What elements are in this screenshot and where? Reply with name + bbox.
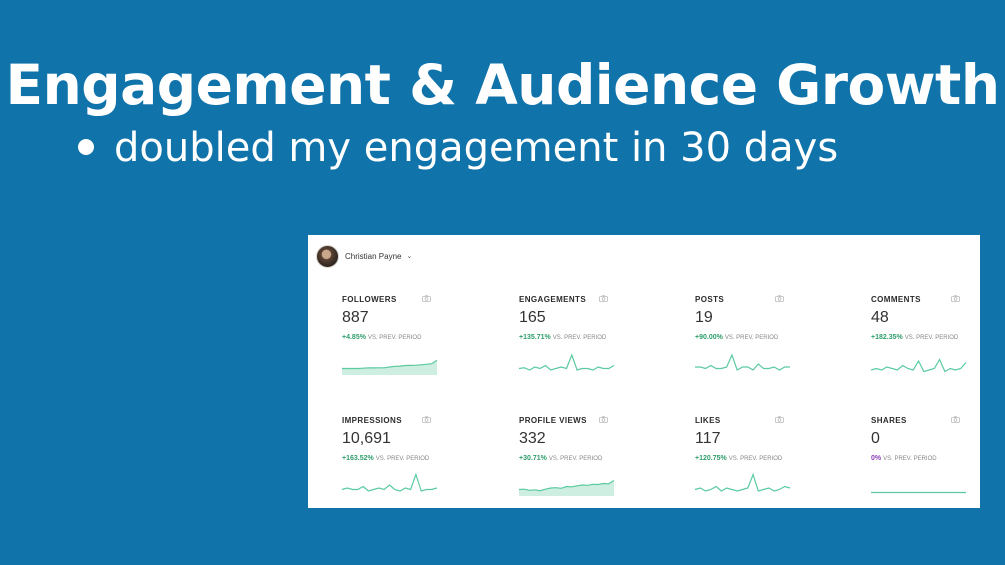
camera-icon[interactable]	[775, 416, 784, 423]
metric-label: PROFILE VIEWS	[519, 416, 587, 425]
metric-change: +90.00% VS. PREV. PERIOD	[695, 334, 778, 341]
followers-sparkline	[342, 359, 438, 375]
metric-label: SHARES	[871, 416, 907, 425]
camera-icon[interactable]	[951, 416, 960, 423]
shares-sparkline	[871, 491, 966, 494]
bullet-text: doubled my engagement in 30 days	[114, 125, 839, 171]
camera-icon[interactable]	[422, 416, 431, 423]
camera-icon[interactable]	[422, 295, 431, 302]
analytics-dashboard-screenshot: Christian Payne ⌄ FOLLOWERS 887 +4.85% VS…	[308, 235, 980, 508]
change-percent: +90.00%	[695, 334, 723, 341]
slide-bullet: doubled my engagement in 30 days	[78, 120, 838, 176]
impressions-sparkline	[341, 472, 438, 492]
camera-icon[interactable]	[951, 295, 960, 302]
metric-change: +135.71% VS. PREV. PERIOD	[519, 334, 606, 341]
metric-value: 117	[695, 430, 721, 447]
change-percent: +135.71%	[519, 334, 551, 341]
avatar	[316, 244, 339, 268]
metric-change: +163.52% VS. PREV. PERIOD	[342, 455, 429, 462]
metric-change: +4.85% VS. PREV. PERIOD	[342, 334, 421, 341]
change-percent: +163.52%	[342, 455, 374, 462]
sparkline-line	[518, 479, 615, 492]
metric-label: POSTS	[695, 295, 725, 304]
posts-sparkline	[695, 353, 790, 371]
metric-value: 165	[519, 309, 546, 326]
likes-sparkline	[694, 472, 791, 492]
profile-selector[interactable]: Christian Payne ⌄	[316, 244, 413, 268]
camera-icon[interactable]	[775, 295, 784, 302]
metric-label: FOLLOWERS	[342, 295, 397, 304]
comparison-label: VS. PREV. PERIOD	[548, 456, 603, 462]
metric-change: +120.75% VS. PREV. PERIOD	[695, 455, 782, 462]
profile-views-sparkline	[518, 479, 615, 496]
comparison-label: VS. PREV. PERIOD	[724, 335, 779, 341]
change-percent: 0%	[871, 455, 882, 462]
camera-icon[interactable]	[599, 295, 608, 302]
metric-value: 887	[342, 309, 369, 326]
comparison-label: VS. PREV. PERIOD	[904, 335, 959, 341]
comparison-label: VS. PREV. PERIOD	[375, 456, 430, 462]
metric-value: 19	[695, 309, 713, 326]
sparkline-line	[694, 472, 791, 492]
change-percent: +120.75%	[695, 455, 727, 462]
slide-title: Engagement & Audience Growth	[5, 53, 1000, 117]
metric-label: LIKES	[695, 416, 721, 425]
metric-change: +182.35% VS. PREV. PERIOD	[871, 334, 958, 341]
metric-change: 0% VS. PREV. PERIOD	[871, 455, 937, 462]
comparison-label: VS. PREV. PERIOD	[728, 456, 783, 462]
sparkline-line	[342, 359, 438, 370]
sparkline-area	[342, 360, 437, 375]
metric-change: +30.71% VS. PREV. PERIOD	[519, 455, 602, 462]
metric-label: IMPRESSIONS	[342, 416, 402, 425]
metric-value: 48	[871, 309, 889, 326]
sparkline-line	[518, 353, 615, 371]
comparison-label: VS. PREV. PERIOD	[367, 335, 422, 341]
bullet-dot	[78, 139, 94, 155]
metric-value: 0	[871, 430, 880, 447]
metric-label: ENGAGEMENTS	[519, 295, 587, 304]
sparkline-area	[519, 480, 614, 496]
sparkline-line	[870, 358, 967, 373]
metric-value: 332	[519, 430, 546, 447]
comments-sparkline	[870, 358, 967, 373]
comparison-label: VS. PREV. PERIOD	[552, 335, 607, 341]
change-percent: +182.35%	[871, 334, 903, 341]
change-percent: +4.85%	[342, 334, 366, 341]
profile-name: Christian Payne	[345, 251, 402, 261]
sparkline-line	[695, 353, 790, 371]
comparison-label: VS. PREV. PERIOD	[883, 456, 937, 462]
camera-icon[interactable]	[599, 416, 608, 423]
chevron-down-icon: ⌄	[406, 253, 413, 260]
engagements-sparkline	[518, 353, 615, 371]
change-percent: +30.71%	[519, 455, 547, 462]
metric-value: 10,691	[342, 430, 391, 447]
metric-label: COMMENTS	[871, 295, 921, 304]
sparkline-line	[341, 472, 438, 492]
